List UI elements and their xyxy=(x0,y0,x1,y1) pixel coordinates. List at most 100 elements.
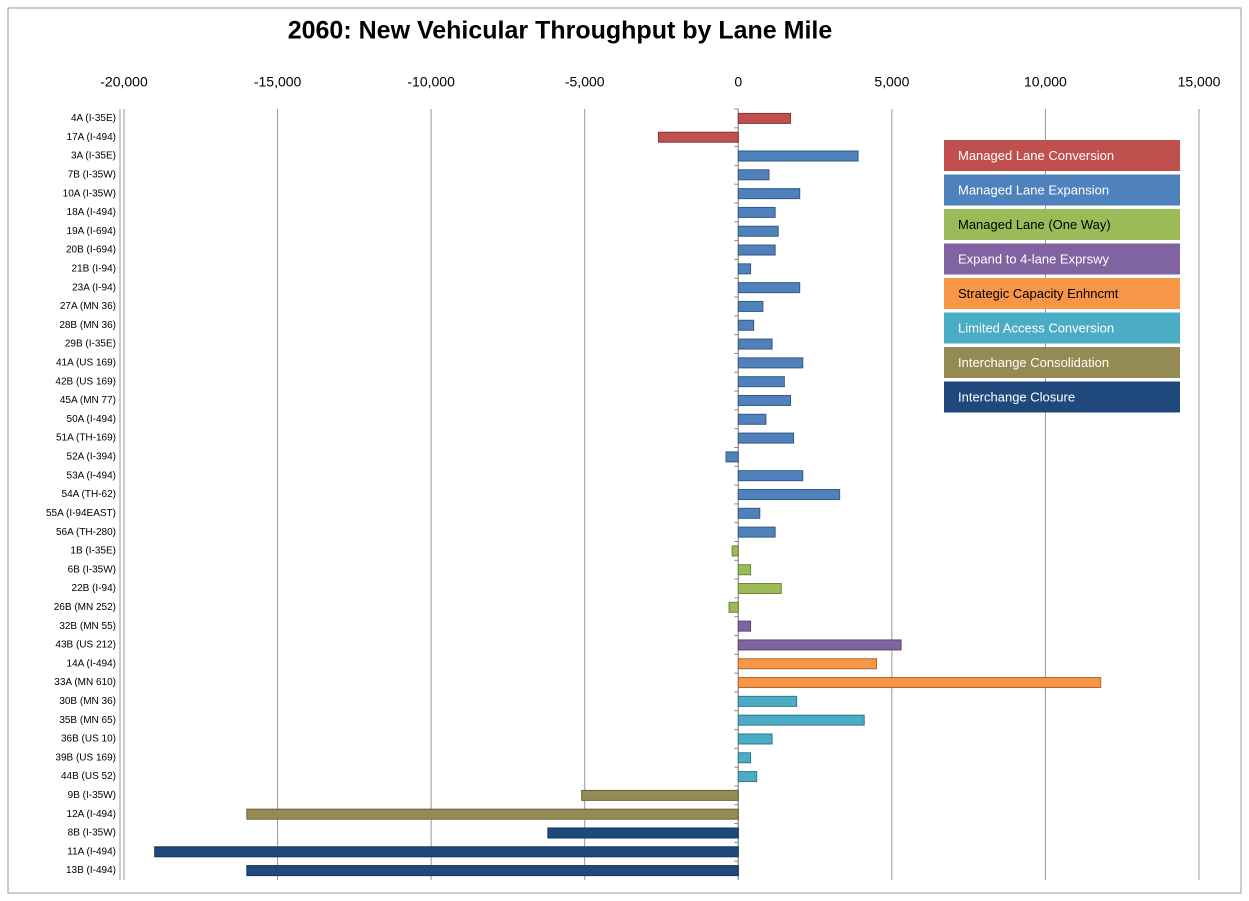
legend-label: Managed Lane (One Way) xyxy=(958,217,1111,232)
x-tick-label: 15,000 xyxy=(1178,74,1221,90)
x-tick-label: 0 xyxy=(734,74,742,90)
bar xyxy=(737,150,859,162)
y-tick-label: 50A (I-494) xyxy=(67,414,116,425)
x-tick-label: -15,000 xyxy=(254,74,302,90)
bar xyxy=(737,188,801,200)
y-tick-label: 20B (I-694) xyxy=(66,245,116,256)
bar xyxy=(725,451,739,463)
y-tick-label: 18A (I-494) xyxy=(67,207,116,218)
bar xyxy=(737,507,761,519)
y-tick-label: 44B (US 52) xyxy=(61,771,116,782)
bar xyxy=(154,846,739,858)
bar xyxy=(737,376,785,388)
y-tick-label: 7B (I-35W) xyxy=(68,169,116,180)
bar xyxy=(246,865,739,877)
y-tick-label: 14A (I-494) xyxy=(67,658,116,669)
y-tick-label: 36B (US 10) xyxy=(61,734,116,745)
bar xyxy=(657,131,739,143)
bar xyxy=(737,225,779,237)
legend-swatch xyxy=(944,209,1180,240)
bar xyxy=(737,470,804,482)
bar xyxy=(737,319,755,331)
bar xyxy=(737,564,752,576)
bar xyxy=(737,658,877,670)
y-tick-label: 27A (MN 36) xyxy=(60,301,116,312)
x-tick-label: -5,000 xyxy=(565,74,605,90)
y-tick-label: 23A (I-94) xyxy=(72,282,116,293)
y-tick-label: 19A (I-694) xyxy=(67,226,116,237)
bar xyxy=(737,263,752,275)
y-tick-label: 21B (I-94) xyxy=(72,263,116,274)
legend-swatch xyxy=(944,347,1180,378)
bar xyxy=(737,620,752,632)
bar xyxy=(246,808,739,820)
bar xyxy=(737,639,902,651)
legend-swatch xyxy=(944,312,1180,344)
bar xyxy=(737,752,752,764)
y-tick-label: 29B (I-35E) xyxy=(65,339,116,350)
y-tick-label: 28B (MN 36) xyxy=(59,320,116,331)
bar xyxy=(737,432,795,444)
y-tick-label: 11A (I-494) xyxy=(67,846,116,857)
y-tick-label: 43B (US 212) xyxy=(55,640,116,651)
y-tick-label: 6B (I-35W) xyxy=(68,564,116,575)
bar xyxy=(737,714,865,726)
y-tick-label: 3A (I-35E) xyxy=(71,151,116,162)
bar xyxy=(737,526,776,538)
bar xyxy=(547,827,739,839)
bar xyxy=(737,583,782,595)
y-tick-label: 51A (TH-169) xyxy=(56,433,116,444)
y-tick-label: 53A (I-494) xyxy=(67,470,116,481)
y-tick-label: 22B (I-94) xyxy=(72,583,116,594)
y-tick-label: 52A (I-394) xyxy=(67,452,116,463)
x-tick-label: -20,000 xyxy=(100,74,148,90)
bar xyxy=(731,545,739,557)
y-tick-label: 26B (MN 252) xyxy=(54,602,116,613)
bar xyxy=(737,394,791,406)
bar xyxy=(737,169,770,181)
y-tick-label: 45A (MN 77) xyxy=(60,395,116,406)
x-tick-label: 10,000 xyxy=(1024,74,1067,90)
y-tick-label: 12A (I-494) xyxy=(67,809,116,820)
bar xyxy=(737,300,764,312)
y-tick-label: 8B (I-35W) xyxy=(68,828,116,839)
legend-label: Limited Access Conversion xyxy=(958,320,1114,335)
bar xyxy=(737,244,776,256)
legend-label: Strategic Capacity Enhncmt xyxy=(958,286,1119,301)
legend-swatch xyxy=(944,174,1180,206)
bar xyxy=(737,695,798,707)
y-tick-label: 35B (MN 65) xyxy=(59,715,116,726)
x-tick-label: 5,000 xyxy=(874,74,909,90)
y-tick-label: 4A (I-35E) xyxy=(71,113,116,124)
bar xyxy=(737,733,773,745)
y-tick-label: 33A (MN 610) xyxy=(54,677,116,688)
bar xyxy=(737,413,767,425)
legend-label: Managed Lane Conversion xyxy=(958,148,1114,163)
y-tick-label: 1B (I-35E) xyxy=(70,546,116,557)
legend-label: Interchange Closure xyxy=(958,389,1075,404)
bar xyxy=(737,112,791,124)
y-tick-label: 30B (MN 36) xyxy=(59,696,116,707)
y-tick-label: 9B (I-35W) xyxy=(68,790,116,801)
bar xyxy=(737,677,1102,689)
y-tick-label: 42B (US 169) xyxy=(55,376,116,387)
y-tick-label: 17A (I-494) xyxy=(67,132,116,143)
bar xyxy=(737,357,804,369)
legend-swatch xyxy=(944,278,1180,309)
x-tick-label: -10,000 xyxy=(407,74,455,90)
y-tick-label: 32B (MN 55) xyxy=(59,621,116,632)
bar xyxy=(737,282,801,294)
bar xyxy=(737,206,776,218)
bar xyxy=(737,338,773,350)
bar xyxy=(737,489,841,500)
y-tick-label: 41A (US 169) xyxy=(56,358,116,369)
legend-label: Interchange Consolidation xyxy=(958,355,1109,370)
bar xyxy=(737,771,758,783)
y-tick-label: 10A (I-35W) xyxy=(63,188,116,199)
y-tick-label: 55A (I-94EAST) xyxy=(46,508,116,519)
legend-swatch xyxy=(944,140,1180,171)
legend-label: Expand to 4-lane Exprswy xyxy=(958,251,1110,266)
y-tick-label: 39B (US 169) xyxy=(55,752,116,763)
bar xyxy=(581,789,739,801)
chart-title: 2060: New Vehicular Throughput by Lane M… xyxy=(288,17,833,45)
